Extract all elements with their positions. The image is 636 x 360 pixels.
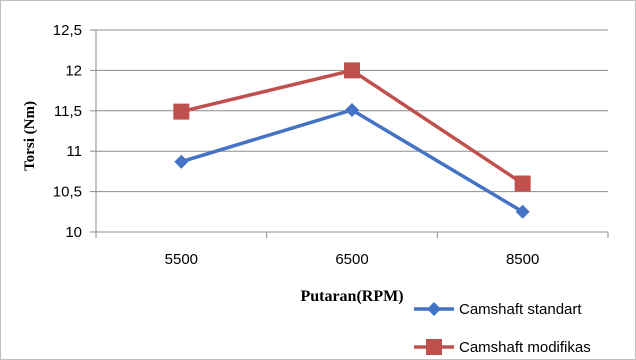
data-point — [344, 62, 360, 79]
data-point — [514, 175, 531, 192]
legend-item: Camshaft modifikas — [414, 339, 591, 356]
y-tick-label: 10 — [65, 224, 82, 241]
data-point — [515, 204, 530, 219]
y-tick-label: 12,5 — [53, 22, 82, 39]
data-point — [173, 103, 190, 120]
series-2 — [173, 62, 531, 192]
x-tick-labels: 5500 6500 8500 — [165, 251, 540, 268]
legend-item: Camshaft standart — [414, 301, 582, 318]
series-layer — [173, 62, 531, 219]
legend-swatch-marker — [426, 339, 442, 355]
y-tick-label: 11 — [66, 143, 82, 160]
y-tick-labels: 10 10,5 11 11,5 12 12,5 — [53, 22, 82, 241]
x-tick-label: 5500 — [165, 251, 198, 268]
x-tick-label: 6500 — [335, 251, 368, 268]
y-tick-label: 12 — [65, 62, 82, 79]
data-point — [345, 102, 359, 117]
legend-swatch-marker — [427, 302, 441, 316]
y-tick-label: 10,5 — [53, 184, 82, 201]
y-axis-label: Torsi (Nm) — [22, 101, 38, 171]
axes — [90, 29, 609, 238]
legend-label: Camshaft modifikas — [459, 339, 591, 356]
data-point — [174, 154, 189, 169]
x-axis-label: Putaran(RPM) — [300, 288, 403, 305]
legend-label: Camshaft standart — [459, 301, 582, 318]
legend: Camshaft standart Camshaft modifikas — [414, 301, 591, 356]
y-tick-label: 11,5 — [54, 103, 82, 120]
x-tick-label: 8500 — [506, 251, 539, 268]
series-1 — [174, 102, 530, 219]
